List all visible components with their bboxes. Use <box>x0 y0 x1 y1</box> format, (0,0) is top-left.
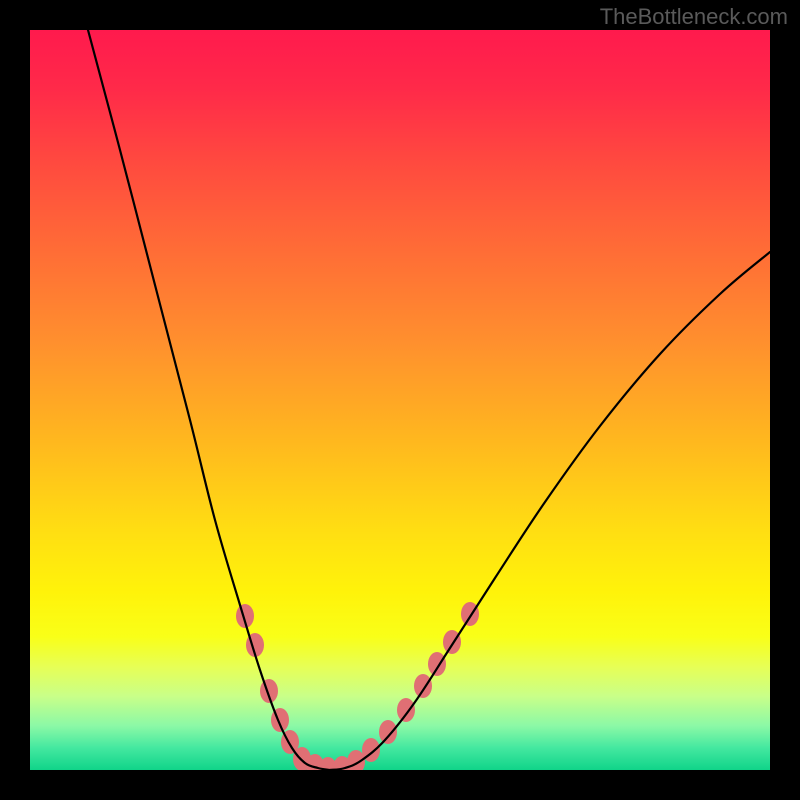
curve-layer <box>30 30 770 770</box>
watermark-text: TheBottleneck.com <box>600 4 788 30</box>
marker-group <box>236 602 479 770</box>
right-curve <box>330 252 770 770</box>
data-marker <box>428 652 446 676</box>
data-marker <box>397 698 415 722</box>
data-marker <box>379 720 397 744</box>
plot-area <box>30 30 770 770</box>
data-marker <box>414 674 432 698</box>
left-curve <box>88 30 330 770</box>
